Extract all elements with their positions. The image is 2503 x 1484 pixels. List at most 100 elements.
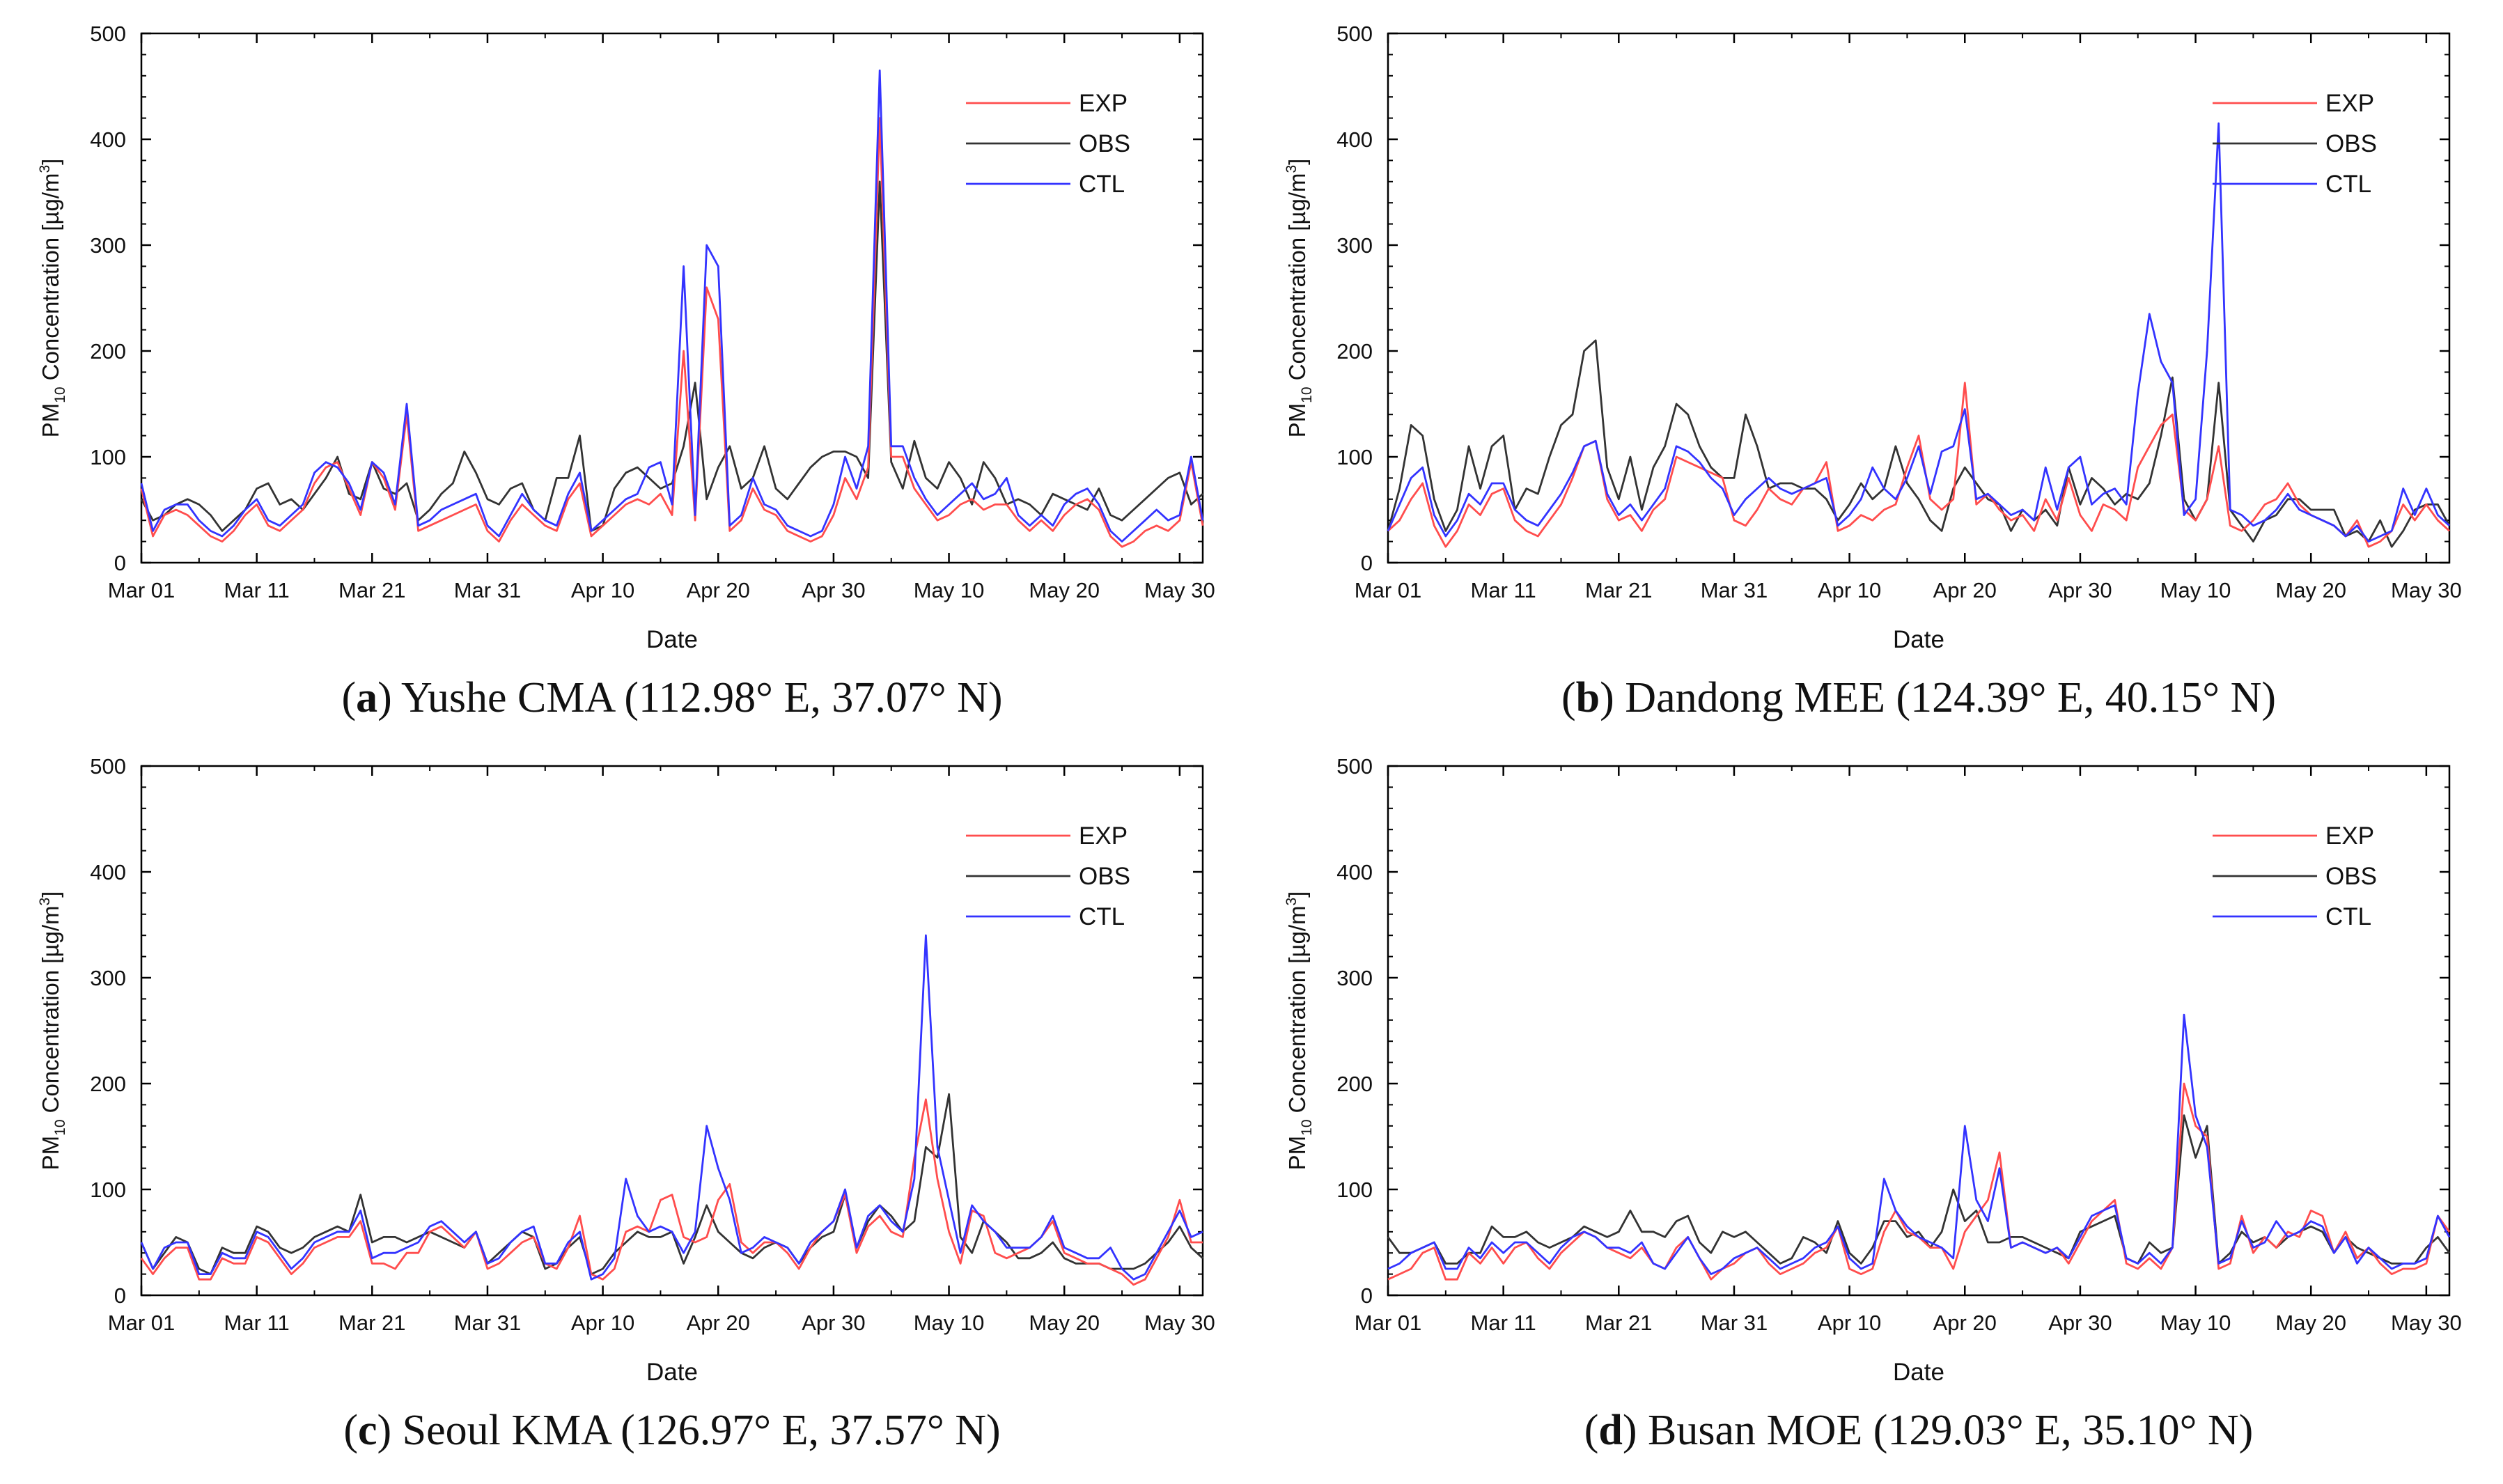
caption-paren-open: ( [341,674,356,721]
x-tick-label: Mar 31 [1701,578,1768,602]
caption-paren-close: ) [377,1407,392,1454]
x-tick-label: Apr 10 [1818,1311,1881,1335]
legend-label-obs: OBS [2325,863,2377,890]
legend-label-ctl: CTL [2325,171,2371,198]
y-tick-label: 500 [90,754,126,779]
plot-frame [140,32,1204,564]
caption-letter: d [1598,1407,1622,1454]
y-tick-label: 400 [90,127,126,152]
x-tick-label: Mar 21 [1585,1311,1652,1335]
x-axis-label: Date [646,1359,698,1386]
panel-caption: (a) Yushe CMA (112.98° E, 37.07° N) [341,674,1002,721]
series-line-ctl [140,69,1204,542]
x-tick-label: May 20 [2275,578,2346,602]
series-line-obs [140,1093,1203,1275]
y-axis-label: PM10 Concentration [µg/m3] [1284,159,1315,438]
y-tick-label: 400 [1336,860,1373,884]
x-tick-label: Mar 01 [1355,1311,1421,1335]
legend-label-obs: OBS [2325,130,2377,157]
y-tick-label: 300 [1336,233,1373,258]
y-tick-label: 0 [1361,1283,1373,1308]
y-tick-label: 500 [1336,754,1373,779]
legend-label-exp: EXP [1079,90,1128,117]
y-tick-label: 100 [1336,445,1373,469]
x-tick-label: May 10 [914,1311,985,1335]
x-tick-label: Apr 20 [1933,1311,1997,1335]
y-label-main: Concentration [µg/m [1284,906,1310,1120]
y-tick-label: 0 [114,551,126,575]
y-label-sub: 10 [1299,1120,1315,1136]
x-tick-label: Apr 10 [1818,578,1881,602]
y-axis-label: PM10 Concentration [µg/m3] [37,891,68,1171]
y-tick-label: 100 [90,1178,126,1202]
series-line-ctl [140,934,1203,1281]
y-label-close: ] [1284,891,1310,898]
caption-paren-close: ) [1600,674,1614,721]
x-tick-label: May 10 [914,578,985,602]
plot-frame [1387,765,2451,1297]
series-line-exp [1387,382,2450,548]
x-tick-label: Mar 11 [1471,1311,1536,1335]
panel-caption: (b) Dandong MEE (124.39° E, 40.15° N) [1561,674,2276,721]
panel-a: 0 100 200 300 400 500 Mar 01 Mar 11 Mar 21 Mar 31… [37,22,1215,721]
y-axis-label: PM10 Concentration [µg/m3] [1284,891,1315,1171]
x-tick-label: Apr 10 [571,578,634,602]
y-label-pm: PM [38,403,63,438]
legend-label-ctl: CTL [1079,903,1125,930]
y-label-sub: 10 [52,387,68,403]
x-tick-label: May 20 [1029,1311,1100,1335]
y-tick-label: 200 [90,1072,126,1096]
y-tick-label: 300 [1336,966,1373,990]
y-label-sup: 3 [1284,165,1300,173]
x-tick-label: Apr 20 [1933,578,1997,602]
x-tick-label: Mar 01 [108,1311,175,1335]
y-label-close: ] [38,159,63,165]
x-axis-label: Date [1893,626,1944,653]
x-tick-label: Apr 20 [687,1311,750,1335]
y-label-main: Concentration [µg/m [38,906,63,1120]
caption-text: Yushe CMA (112.98° E, 37.07° N) [392,674,1003,721]
y-tick-label: 300 [90,966,126,990]
y-tick-label: 500 [1336,22,1373,46]
y-label-sup: 3 [1284,898,1300,906]
x-tick-label: Apr 30 [802,578,865,602]
x-tick-label: Mar 21 [338,1311,405,1335]
x-tick-label: Mar 01 [1355,578,1421,602]
x-tick-label: May 30 [1144,1311,1215,1335]
caption-paren-close: ) [1623,1407,1637,1454]
x-tick-label: Mar 11 [224,578,290,602]
caption-text: Seoul KMA (126.97° E, 37.57° N) [391,1407,1001,1454]
y-tick-label: 0 [1361,551,1373,575]
x-tick-label: Apr 30 [2048,1311,2112,1335]
y-tick-label: 400 [1336,127,1373,152]
x-axis-label: Date [1893,1359,1944,1386]
plot-frame [140,765,1204,1297]
legend-label-exp: EXP [1079,822,1128,850]
x-tick-label: Mar 21 [1585,578,1652,602]
y-tick-label: 200 [1336,339,1373,364]
legend-label-ctl: CTL [1079,171,1125,198]
series-line-ctl [1387,122,2450,542]
x-tick-label: May 30 [2391,578,2462,602]
panel-b: 0 100 200 300 400 500 Mar 01 Mar 11 Mar 21 Mar 31… [1284,22,2462,721]
x-tick-label: Mar 01 [108,578,175,602]
plot-frame [1387,32,2451,564]
x-tick-label: May 10 [2160,578,2231,602]
y-tick-label: 100 [90,445,126,469]
caption-letter: c [358,1407,377,1454]
x-tick-label: Apr 10 [571,1311,634,1335]
caption-text: Dandong MEE (124.39° E, 40.15° N) [1614,674,2276,721]
legend-label-ctl: CTL [2325,903,2371,930]
panel-caption: (c) Seoul KMA (126.97° E, 37.57° N) [343,1407,1000,1454]
caption-letter: b [1576,674,1600,721]
y-label-pm: PM [1284,1136,1310,1171]
caption-paren-open: ( [1584,1407,1599,1454]
x-tick-label: May 30 [2391,1311,2462,1335]
x-tick-label: Mar 11 [1471,578,1536,602]
series-line-obs [140,180,1203,532]
y-label-sup: 3 [37,898,53,906]
caption-letter: a [356,674,377,721]
series-line-obs [1387,339,2451,548]
legend-label-exp: EXP [2325,90,2374,117]
y-label-sub: 10 [1299,387,1315,403]
